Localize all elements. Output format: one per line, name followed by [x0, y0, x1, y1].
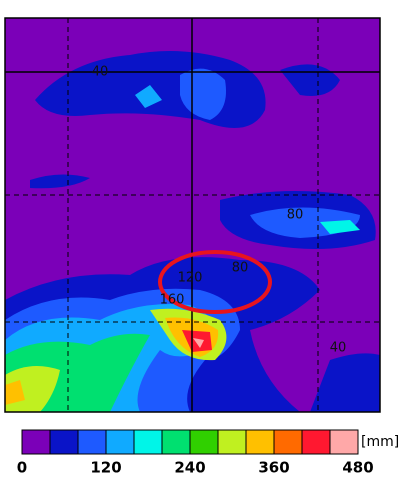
- contour-label: 80: [232, 261, 249, 276]
- colorbar-swatch: [133, 429, 163, 455]
- contour-labels: 40 80 80 120 160 40: [92, 65, 347, 356]
- colorbar-swatch: [301, 429, 331, 455]
- blob: [320, 220, 360, 234]
- blob: [5, 380, 25, 405]
- blob: [30, 174, 90, 189]
- colorbar-swatch: [105, 429, 135, 455]
- colorbar-swatch: [49, 429, 79, 455]
- contour-label: 40: [330, 341, 347, 356]
- colorbar-swatch: [245, 429, 275, 455]
- colorbar-swatch: [161, 429, 191, 455]
- colorbar-tick-label: 360: [258, 459, 289, 477]
- colorbar-swatch: [329, 429, 359, 455]
- colorbar-tick-label: 0: [17, 459, 27, 477]
- contour-label: 80: [287, 208, 304, 223]
- map-frame: [4, 17, 381, 413]
- colorbar-swatch: [217, 429, 247, 455]
- colorbar-unit: [mm]: [361, 434, 399, 450]
- blob: [135, 85, 162, 108]
- contour-label: 120: [178, 271, 203, 286]
- highlight-ellipse: [158, 250, 272, 314]
- colorbar-tick-label: 480: [342, 459, 373, 477]
- contour-label: 40: [92, 65, 109, 80]
- colorbar-tick-label: 120: [90, 459, 121, 477]
- colorbar: 0 120 240 360 480 [mm]: [17, 429, 399, 477]
- blob: [193, 338, 204, 348]
- colorbar-swatch: [273, 429, 303, 455]
- colorbar-swatch: [77, 429, 107, 455]
- blob: [310, 353, 380, 412]
- grid: [4, 17, 381, 413]
- colorbar-swatch: [21, 429, 51, 455]
- colorbar-tick-label: 240: [174, 459, 205, 477]
- contour-label: 160: [160, 293, 185, 308]
- colorbar-swatch: [189, 429, 219, 455]
- map: [4, 17, 381, 413]
